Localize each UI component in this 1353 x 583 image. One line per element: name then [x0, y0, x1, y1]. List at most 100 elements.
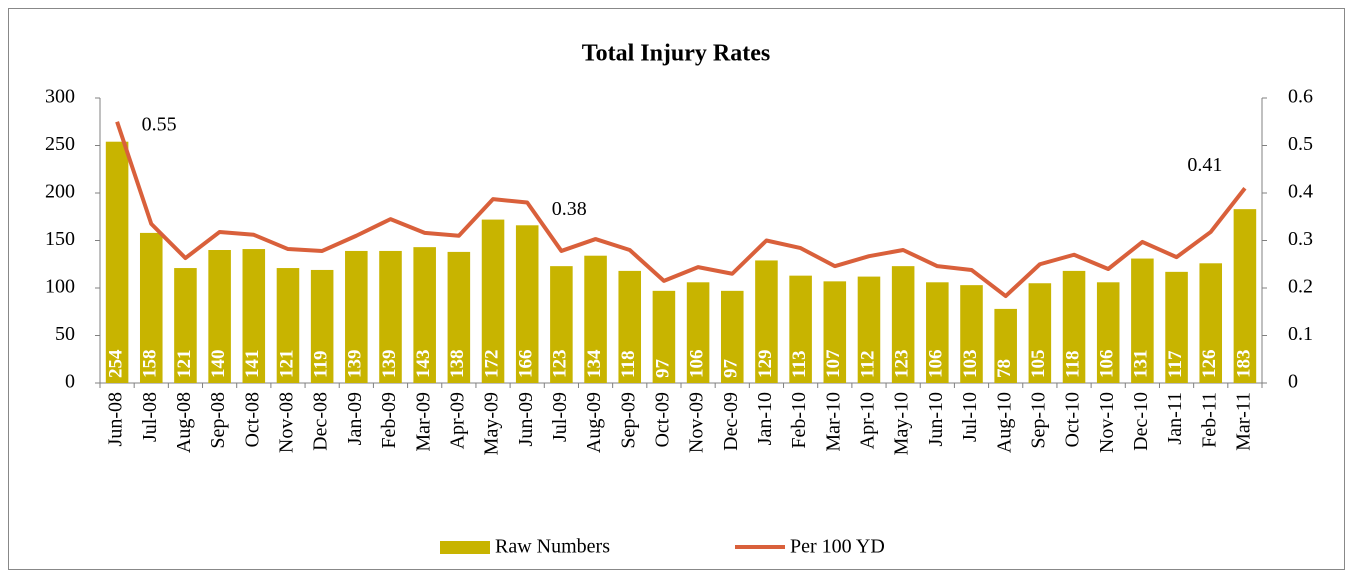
bar [652, 290, 676, 383]
bar [1165, 271, 1188, 383]
y2-tick-label: 0.3 [1288, 228, 1313, 250]
bar-value-label: 118 [618, 351, 639, 378]
x-tick-label: Feb-11 [1198, 392, 1220, 448]
bar [242, 249, 266, 383]
bar [174, 268, 197, 383]
y-tick-label: 250 [45, 133, 75, 155]
bar-value-label: 134 [584, 349, 605, 378]
x-tick-label: Aug-10 [993, 392, 1015, 453]
bar [1233, 209, 1257, 383]
y2-tick-label: 0.2 [1288, 276, 1313, 298]
bar-value-label: 97 [652, 359, 673, 379]
x-tick-label: Oct-08 [241, 392, 263, 448]
y-tick-label: 200 [45, 181, 75, 203]
bar-value-label: 140 [208, 350, 229, 379]
y2-tick-label: 0.4 [1288, 181, 1313, 203]
bar-value-label: 158 [140, 350, 161, 379]
bar-value-label: 131 [1131, 350, 1152, 379]
x-tick-label: Apr-10 [857, 392, 879, 449]
bar-value-label: 123 [550, 350, 571, 379]
x-tick-label: Jan-09 [344, 392, 366, 445]
bar [413, 247, 436, 383]
x-tick-label: Jul-10 [959, 392, 981, 442]
x-tick-label: Dec-08 [310, 392, 332, 451]
x-tick-label: Dec-09 [720, 392, 742, 451]
bar-value-label: 105 [1028, 350, 1049, 379]
bar [1131, 258, 1154, 383]
x-tick-label: May-10 [891, 392, 913, 455]
bar [1062, 270, 1086, 383]
x-tick-label: Sep-09 [617, 392, 639, 449]
x-tick-label: Oct-09 [652, 392, 674, 448]
bar [1199, 263, 1223, 383]
x-tick-label: Mar-09 [412, 392, 434, 452]
bar-value-label: 126 [1199, 350, 1220, 379]
bar [139, 232, 163, 383]
bar-value-label: 107 [823, 349, 844, 378]
y-tick-label: 50 [55, 323, 75, 345]
bar [550, 266, 573, 383]
x-tick-label: Oct-10 [1062, 392, 1084, 448]
x-tick-label: Apr-09 [446, 392, 468, 449]
x-tick-label: Sep-08 [207, 392, 229, 449]
line-value-label: 0.41 [1187, 154, 1222, 176]
bar-value-label: 139 [379, 350, 400, 379]
bar [686, 282, 710, 383]
y-tick-label: 300 [45, 86, 75, 108]
bar [276, 268, 300, 383]
legend-label: Per 100 YD [790, 536, 885, 558]
bar [105, 141, 129, 383]
bar-value-label: 106 [686, 350, 707, 379]
legend-swatch [440, 541, 490, 554]
x-tick-label: Jun-10 [925, 392, 947, 446]
bar [208, 250, 231, 383]
bar-value-label: 97 [721, 359, 742, 379]
bar-value-label: 78 [994, 359, 1015, 378]
bar [618, 270, 642, 383]
bar [789, 275, 812, 383]
y2-tick-label: 0.1 [1288, 323, 1313, 345]
bar-value-label: 123 [892, 350, 913, 379]
bar-value-label: 121 [276, 350, 297, 379]
x-tick-label: Jun-08 [105, 392, 127, 446]
bar-value-label: 129 [755, 350, 776, 379]
bar [1028, 283, 1052, 383]
bar-value-label: 106 [926, 350, 947, 379]
y2-tick-label: 0.6 [1288, 86, 1313, 108]
x-tick-label: Mar-11 [1233, 392, 1255, 451]
bar [926, 282, 949, 383]
x-tick-label: Nov-08 [276, 392, 298, 453]
bar [1096, 282, 1120, 383]
x-tick-label: Jul-09 [549, 392, 571, 442]
bar [960, 285, 983, 383]
y-tick-label: 150 [45, 228, 75, 250]
bar [994, 308, 1017, 383]
x-tick-label: Feb-09 [378, 392, 400, 449]
bar-value-label: 166 [516, 350, 537, 379]
x-tick-label: Mar-10 [822, 392, 844, 452]
x-tick-label: Nov-10 [1096, 392, 1118, 453]
bar-value-label: 121 [174, 350, 195, 379]
x-tick-label: Feb-10 [788, 392, 810, 449]
chart-border [8, 8, 1345, 570]
x-tick-label: Jan-10 [754, 392, 776, 445]
x-tick-label: Jul-08 [139, 392, 161, 442]
x-tick-label: Aug-09 [583, 392, 605, 453]
x-tick-label: Dec-10 [1130, 392, 1152, 451]
chart-title: Total Injury Rates [582, 41, 770, 67]
bar [720, 290, 744, 383]
x-tick-label: Aug-08 [173, 392, 195, 453]
line-value-label: 0.55 [142, 113, 177, 135]
bar-value-label: 172 [481, 350, 502, 379]
bar-value-label: 117 [1165, 350, 1186, 378]
y-tick-label: 100 [45, 276, 75, 298]
bar-value-label: 139 [345, 350, 366, 379]
bar [345, 250, 368, 383]
bar [891, 266, 915, 383]
y2-tick-label: 0.5 [1288, 133, 1313, 155]
bar [755, 260, 778, 383]
bar-value-label: 183 [1233, 350, 1254, 379]
y2-tick-label: 0 [1288, 371, 1298, 393]
bar [515, 225, 539, 383]
